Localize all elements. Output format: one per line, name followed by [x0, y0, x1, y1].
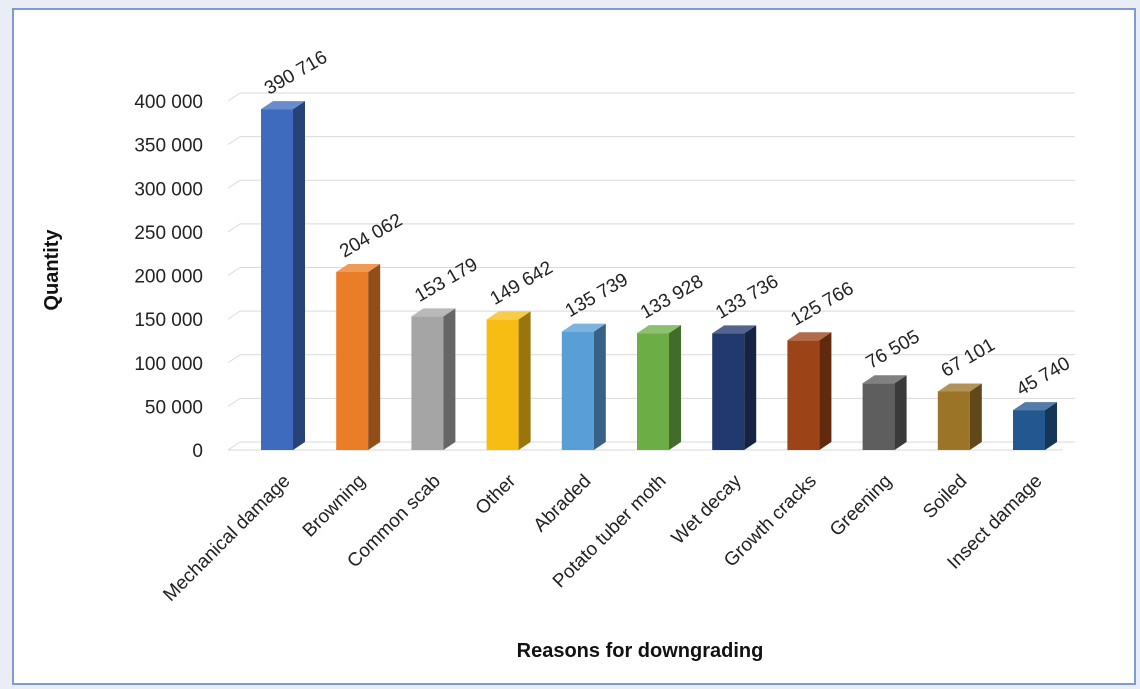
category-label: Abraded	[530, 471, 596, 537]
bar	[787, 332, 832, 450]
bar	[261, 101, 305, 451]
data-label: 125 766	[787, 278, 857, 331]
bar-front	[561, 331, 594, 450]
bar-front	[486, 319, 519, 450]
bar-top	[336, 263, 381, 272]
data-label: 67 101	[938, 335, 999, 382]
data-label: 153 179	[411, 254, 481, 307]
bar	[336, 263, 381, 450]
bar-top	[561, 323, 606, 332]
bar-top	[787, 332, 832, 341]
category-label: Soiled	[919, 471, 971, 523]
gridline-diagonal	[227, 397, 241, 407]
data-label: 390 716	[261, 47, 331, 100]
gridline-diagonal	[227, 223, 241, 233]
y-tick-label: 0	[192, 441, 203, 462]
y-tick-label: 50 000	[145, 397, 203, 418]
data-label: 204 062	[336, 210, 406, 263]
bar-front	[336, 271, 369, 450]
bar-top	[862, 375, 907, 384]
bar-side	[293, 101, 305, 451]
gridline-diagonal	[227, 354, 241, 364]
bar-side	[969, 383, 982, 450]
y-tick-label: 100 000	[134, 354, 203, 375]
bar-top	[637, 325, 681, 334]
bar	[712, 325, 757, 450]
bar-side	[894, 375, 907, 450]
category-label: Browning	[299, 471, 370, 542]
y-tick-label: 200 000	[134, 267, 203, 288]
gridline-diagonal	[227, 441, 241, 451]
data-label: 135 739	[562, 269, 632, 322]
y-tick-labels: 0 50 000 100 000 150 000 200 000 250 000 300 0…	[134, 92, 203, 462]
bar-front	[937, 391, 970, 450]
bar-side	[443, 308, 456, 450]
bar-front	[1013, 410, 1045, 450]
data-label: 133 736	[712, 271, 782, 324]
bar	[862, 375, 907, 450]
bar-top	[411, 308, 456, 317]
data-label: 45 740	[1013, 353, 1074, 400]
bar-side	[669, 325, 681, 450]
bar	[937, 383, 982, 450]
x-axis-title: Reasons for downgrading	[517, 640, 764, 662]
y-tick-label: 400 000	[134, 92, 203, 113]
data-label: 76 505	[863, 326, 924, 373]
data-label: 149 642	[487, 257, 557, 310]
y-tick-label: 250 000	[134, 223, 203, 244]
gridline-diagonal	[227, 179, 241, 189]
bar-top	[261, 101, 305, 110]
gridline-diagonal	[227, 310, 241, 320]
bar	[486, 311, 531, 450]
bar-side	[819, 332, 832, 450]
bar-front	[411, 316, 444, 450]
bar-top	[1013, 402, 1057, 411]
bar	[1013, 402, 1057, 450]
y-tick-label: 150 000	[134, 310, 203, 331]
data-label: 133 928	[637, 271, 707, 324]
category-label: Mechanical damage	[159, 471, 294, 606]
bar	[411, 308, 456, 450]
gridline-diagonal	[227, 267, 241, 276]
category-label: Other	[472, 470, 521, 519]
bar-top	[937, 383, 982, 392]
gridline-diagonal	[227, 92, 241, 102]
gridline-diagonal	[227, 136, 241, 146]
bar-top	[712, 325, 757, 334]
bar-front	[862, 383, 895, 450]
category-label: Greening	[826, 471, 896, 541]
category-label: Wet decay	[668, 470, 746, 548]
bar-side	[744, 325, 757, 450]
bar-front	[637, 333, 669, 450]
bar-top	[486, 311, 531, 320]
y-axis-title: Quantity	[41, 229, 63, 311]
bar-side	[368, 263, 381, 450]
y-tick-label: 350 000	[134, 136, 203, 157]
bar	[561, 323, 606, 450]
y-tick-label: 300 000	[134, 179, 203, 200]
bar-side	[518, 311, 531, 450]
bar	[637, 325, 681, 450]
bar-front	[787, 340, 820, 450]
bar-front	[712, 333, 745, 450]
bar-side	[1045, 402, 1057, 450]
bar-side	[593, 323, 606, 450]
bars	[261, 101, 1057, 451]
bar-front	[261, 109, 293, 451]
